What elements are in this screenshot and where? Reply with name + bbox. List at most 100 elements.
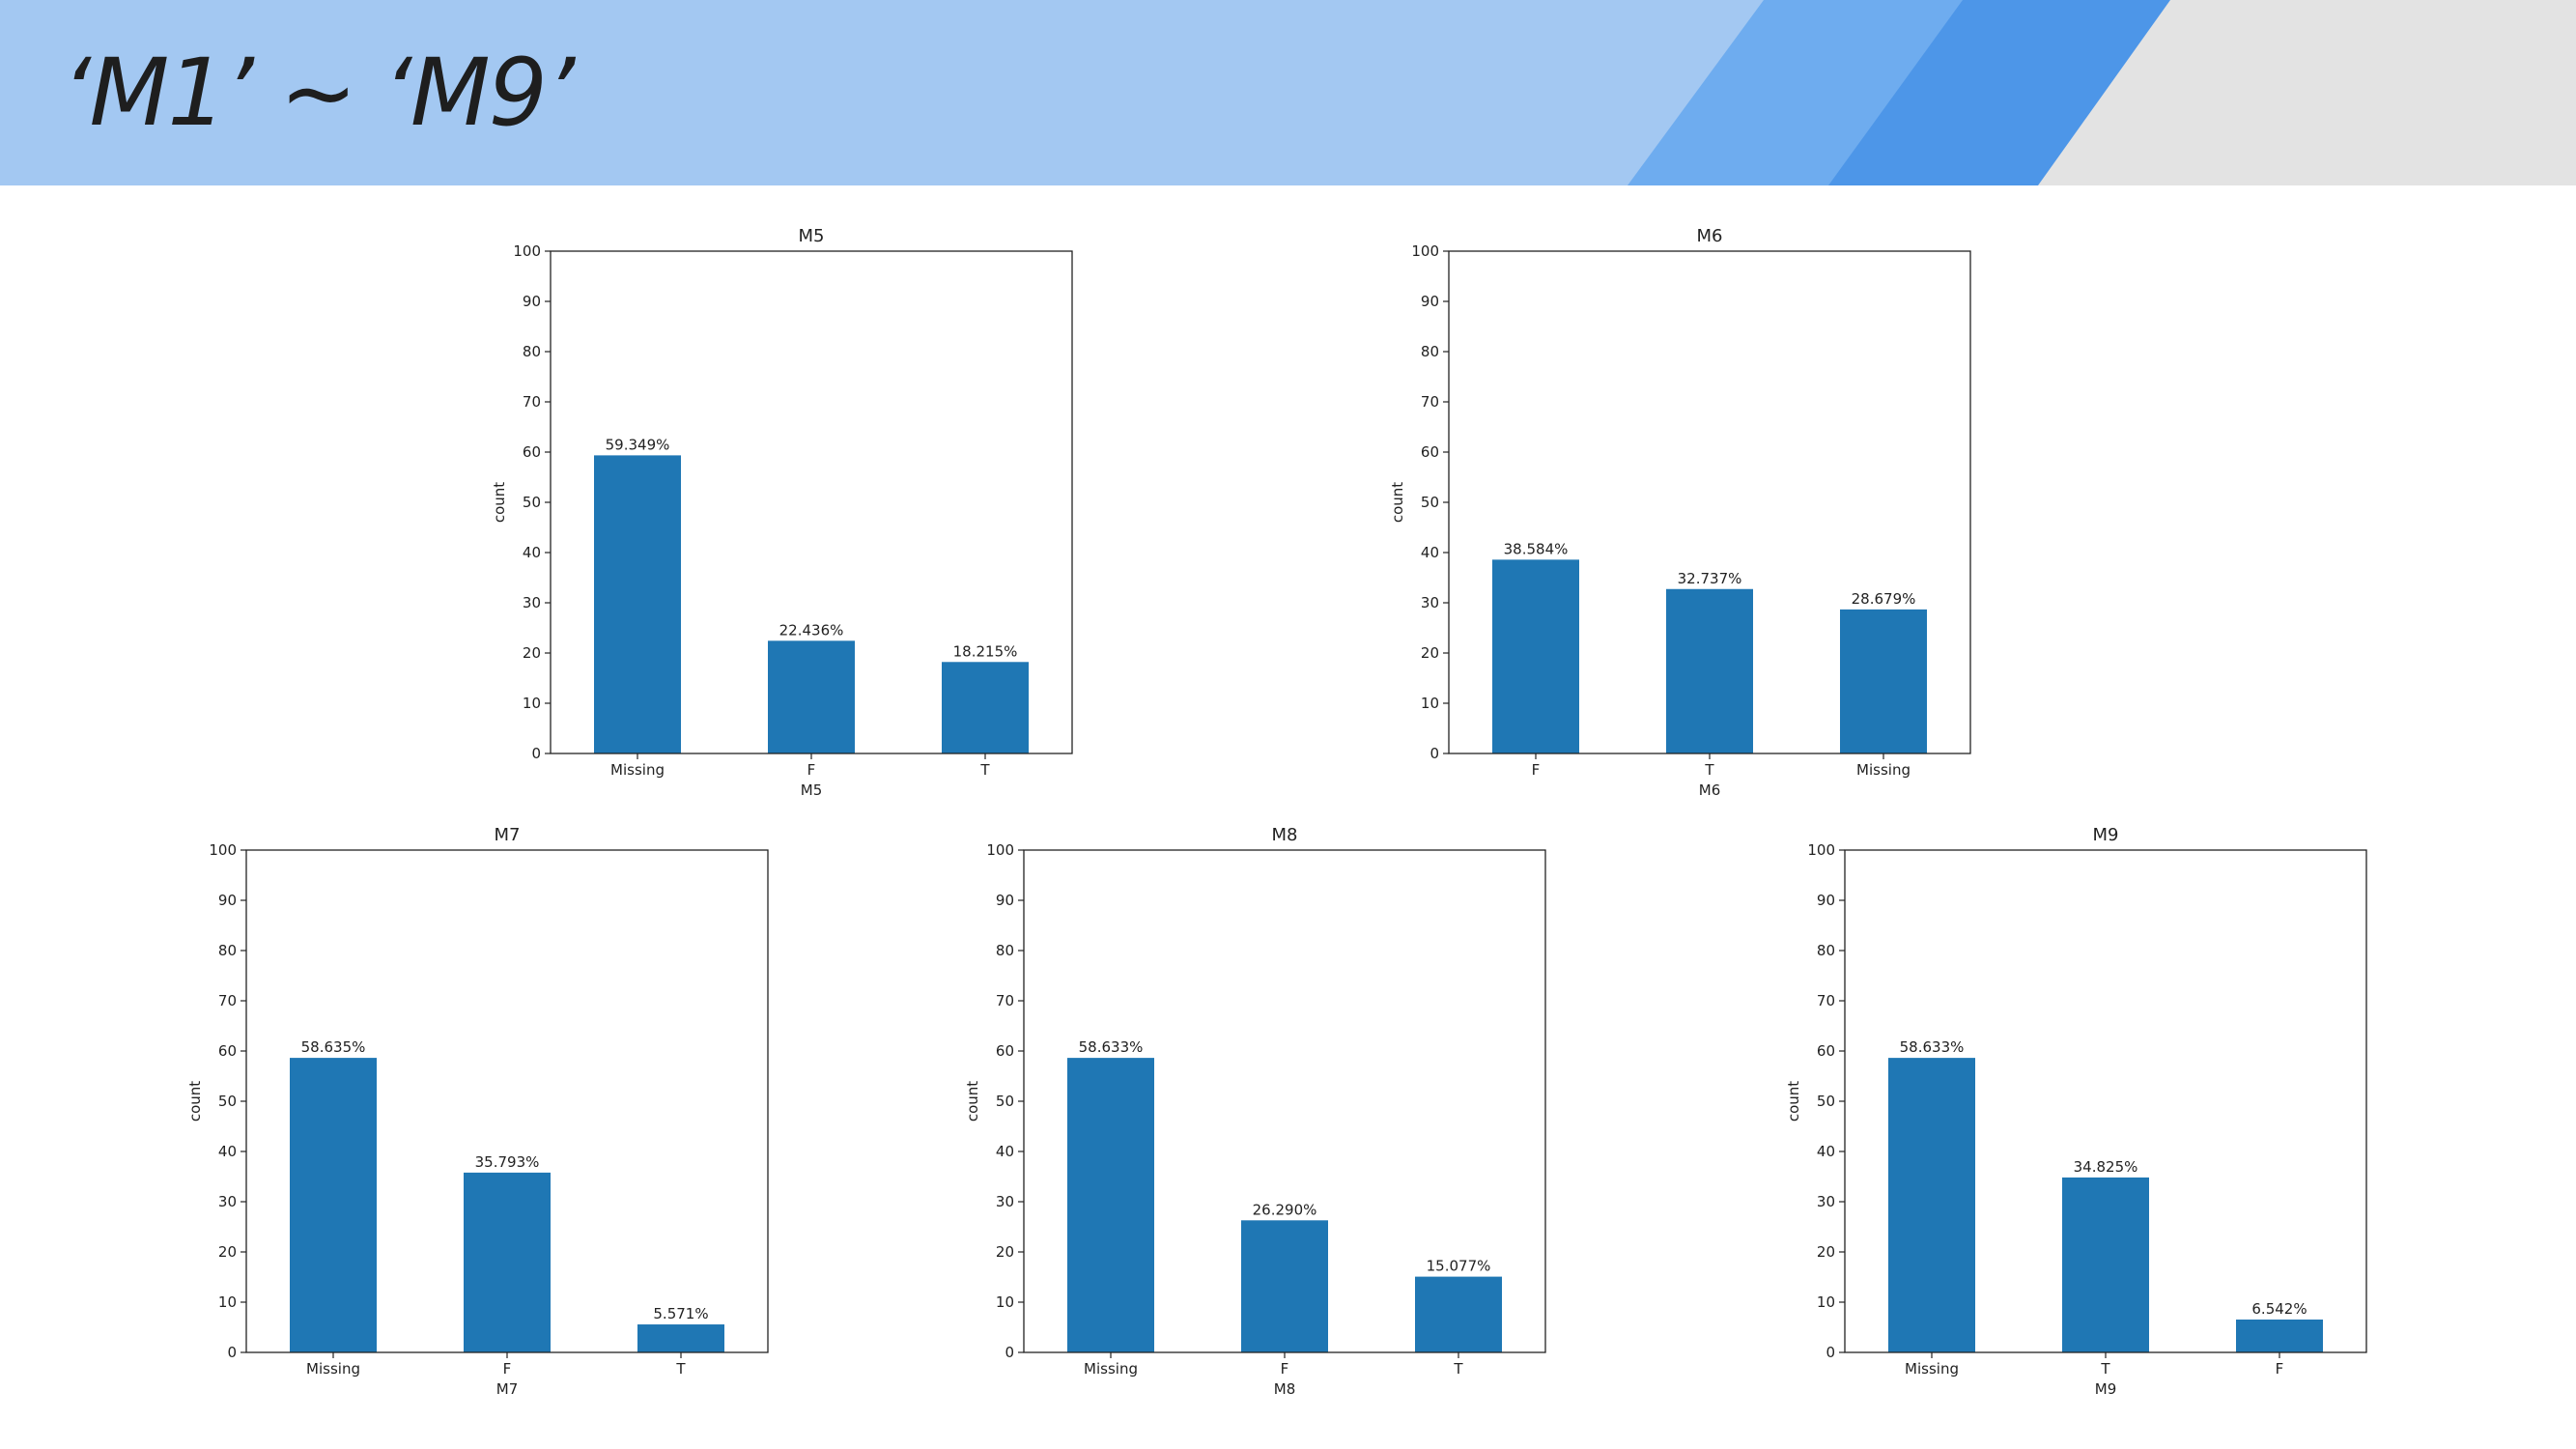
y-tick-label: 70 (218, 992, 237, 1009)
bar (942, 662, 1029, 753)
y-tick-label: 60 (218, 1042, 237, 1060)
y-tick-label: 10 (996, 1293, 1014, 1311)
bar (2236, 1319, 2323, 1352)
bar (594, 455, 681, 753)
x-tick-label: F (807, 761, 816, 779)
bar-chart: M5 59.349% 22.436% 18.215% 0 10 20 30 40 50 60 70 80… (491, 226, 1073, 799)
bar-value-label: 58.633% (1079, 1038, 1144, 1056)
x-tick-label: F (1532, 761, 1541, 779)
bar (290, 1058, 377, 1352)
y-tick-label: 30 (1817, 1193, 1835, 1210)
x-axis-label: M6 (1699, 781, 1721, 799)
bar (464, 1172, 551, 1352)
y-tick-label: 50 (996, 1093, 1014, 1110)
y-tick-label: 80 (996, 942, 1014, 959)
chart-m5: M5 59.349% 22.436% 18.215% 0 10 20 30 40 50 60 70 80… (454, 217, 1111, 816)
x-tick-label: Missing (1856, 761, 1911, 779)
bar (768, 640, 855, 753)
x-axis-label: M9 (2095, 1380, 2117, 1398)
x-tick-label: Missing (1905, 1360, 1959, 1378)
slide-title: ‘M1’ ~ ‘M9’ (62, 39, 575, 147)
y-axis-label: count (1785, 1081, 1802, 1122)
bar-value-label: 59.349% (606, 436, 670, 453)
y-tick-label: 90 (996, 892, 1014, 909)
bar-value-label: 18.215% (953, 642, 1018, 660)
y-tick-label: 50 (218, 1093, 237, 1110)
y-axis-label: count (1389, 482, 1406, 523)
bar (2062, 1177, 2149, 1352)
y-tick-label: 20 (218, 1243, 237, 1261)
y-tick-label: 40 (1421, 544, 1439, 561)
bar (1492, 559, 1579, 753)
bar (637, 1324, 724, 1352)
y-tick-label: 20 (996, 1243, 1014, 1261)
y-tick-label: 20 (1817, 1243, 1835, 1261)
chart-title: M6 (1697, 226, 1723, 246)
y-tick-label: 30 (523, 594, 541, 611)
y-tick-label: 70 (523, 393, 541, 411)
y-tick-label: 100 (1411, 242, 1439, 260)
y-tick-label: 40 (996, 1143, 1014, 1160)
y-tick-label: 100 (1807, 841, 1835, 859)
chart-title: M9 (2093, 825, 2119, 845)
y-axis-label: count (491, 482, 508, 523)
bar-value-label: 38.584% (1504, 540, 1569, 557)
header-decoration (1628, 0, 2576, 185)
y-tick-label: 50 (523, 494, 541, 511)
y-tick-label: 60 (523, 443, 541, 461)
bar (1415, 1276, 1502, 1352)
y-tick-label: 100 (209, 841, 237, 859)
y-tick-label: 100 (513, 242, 541, 260)
y-tick-label: 0 (1826, 1344, 1835, 1361)
y-tick-label: 10 (1817, 1293, 1835, 1311)
y-tick-label: 50 (1421, 494, 1439, 511)
bar-value-label: 58.633% (1900, 1038, 1965, 1056)
x-tick-label: Missing (1084, 1360, 1138, 1378)
bar-value-label: 58.635% (301, 1038, 366, 1056)
y-axis-label: count (964, 1081, 981, 1122)
y-tick-label: 90 (1421, 293, 1439, 310)
chart-title: M8 (1272, 825, 1298, 845)
chart-m6: M6 38.584% 32.737% 28.679% 0 10 20 30 40 50 60 70 80… (1352, 217, 2009, 816)
bar-chart: M8 58.633% 26.290% 15.077% 0 10 20 30 40 50 60 70 80… (964, 825, 1546, 1398)
y-tick-label: 90 (218, 892, 237, 909)
y-tick-label: 30 (996, 1193, 1014, 1210)
y-tick-label: 60 (1421, 443, 1439, 461)
y-tick-label: 80 (1421, 343, 1439, 360)
y-tick-label: 70 (1421, 393, 1439, 411)
bar (1840, 609, 1927, 753)
bar-value-label: 6.542% (2251, 1300, 2307, 1318)
bar-chart: M9 58.633% 34.825% 6.542% 0 10 20 30 40 50 60 70 80 9… (1785, 825, 2367, 1398)
bar-value-label: 15.077% (1427, 1258, 1491, 1275)
y-tick-label: 90 (523, 293, 541, 310)
y-tick-label: 10 (523, 695, 541, 712)
bar (1888, 1058, 1975, 1352)
header-corner-panel (2038, 0, 2576, 185)
y-tick-label: 50 (1817, 1093, 1835, 1110)
y-tick-label: 0 (1005, 1344, 1014, 1361)
y-tick-label: 0 (1430, 745, 1439, 762)
y-tick-label: 10 (1421, 695, 1439, 712)
y-tick-label: 0 (531, 745, 541, 762)
y-tick-label: 60 (996, 1042, 1014, 1060)
bar-value-label: 28.679% (1852, 590, 1916, 608)
x-tick-label: T (675, 1360, 686, 1378)
y-tick-label: 80 (218, 942, 237, 959)
y-axis-label: count (186, 1081, 204, 1122)
chart-m7: M7 58.635% 35.793% 5.571% 0 10 20 30 40 50 60 70 80 9… (150, 816, 807, 1415)
y-tick-label: 70 (996, 992, 1014, 1009)
bar-value-label: 5.571% (653, 1305, 708, 1322)
y-tick-label: 20 (1421, 644, 1439, 662)
y-tick-label: 30 (218, 1193, 237, 1210)
y-tick-label: 40 (523, 544, 541, 561)
chart-m8: M8 58.633% 26.290% 15.077% 0 10 20 30 40 50 60 70 80… (927, 816, 1584, 1415)
y-tick-label: 60 (1817, 1042, 1835, 1060)
y-tick-label: 40 (1817, 1143, 1835, 1160)
x-tick-label: F (2276, 1360, 2284, 1378)
bar-value-label: 26.290% (1253, 1201, 1317, 1218)
bar-value-label: 22.436% (779, 621, 844, 639)
chart-title: M7 (495, 825, 521, 845)
y-tick-label: 20 (523, 644, 541, 662)
y-tick-label: 40 (218, 1143, 237, 1160)
bar-value-label: 35.793% (475, 1153, 540, 1171)
